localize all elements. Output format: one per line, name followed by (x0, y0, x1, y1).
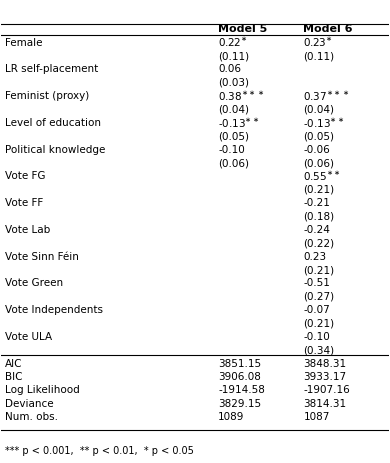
Text: (0.05): (0.05) (303, 131, 334, 141)
Text: (0.05): (0.05) (218, 131, 249, 141)
Text: (0.04): (0.04) (303, 104, 334, 114)
Text: -0.21: -0.21 (303, 198, 330, 208)
Text: Deviance: Deviance (5, 398, 54, 408)
Text: 0.22$^{\ast}$: 0.22$^{\ast}$ (218, 36, 248, 49)
Text: (0.06): (0.06) (218, 158, 249, 168)
Text: 3851.15: 3851.15 (218, 358, 261, 368)
Text: -0.10: -0.10 (303, 332, 330, 341)
Text: Model 5: Model 5 (218, 25, 268, 34)
Text: 0.23$^{\ast}$: 0.23$^{\ast}$ (303, 36, 333, 49)
Text: -0.10: -0.10 (218, 144, 245, 154)
Text: LR self-placement: LR self-placement (5, 64, 99, 75)
Text: (0.22): (0.22) (303, 238, 335, 248)
Text: -0.13$^{\ast\ast}$: -0.13$^{\ast\ast}$ (303, 116, 345, 129)
Text: (0.21): (0.21) (303, 264, 335, 275)
Text: -0.51: -0.51 (303, 278, 330, 288)
Text: 0.38$^{\ast\ast\ast}$: 0.38$^{\ast\ast\ast}$ (218, 89, 265, 103)
Text: Model 6: Model 6 (303, 25, 353, 34)
Text: *** p < 0.001,  ** p < 0.01,  * p < 0.05: *** p < 0.001, ** p < 0.01, * p < 0.05 (5, 445, 194, 455)
Text: (0.34): (0.34) (303, 344, 335, 355)
Text: 1087: 1087 (303, 411, 330, 421)
Text: 3829.15: 3829.15 (218, 398, 261, 408)
Text: -0.13$^{\ast\ast}$: -0.13$^{\ast\ast}$ (218, 116, 260, 129)
Text: -1914.58: -1914.58 (218, 385, 265, 394)
Text: (0.21): (0.21) (303, 318, 335, 328)
Text: (0.03): (0.03) (218, 78, 249, 88)
Text: (0.21): (0.21) (303, 184, 335, 194)
Text: 3933.17: 3933.17 (303, 371, 347, 382)
Text: Vote Green: Vote Green (5, 278, 64, 288)
Text: Vote ULA: Vote ULA (5, 332, 52, 341)
Text: 0.55$^{\ast\ast}$: 0.55$^{\ast\ast}$ (303, 169, 341, 182)
Text: BIC: BIC (5, 371, 23, 382)
Text: 3814.31: 3814.31 (303, 398, 347, 408)
Text: (0.11): (0.11) (303, 51, 335, 61)
Text: Level of education: Level of education (5, 118, 101, 128)
Text: (0.11): (0.11) (218, 51, 249, 61)
Text: -1907.16: -1907.16 (303, 385, 350, 394)
Text: Vote Sinn Féin: Vote Sinn Féin (5, 251, 79, 261)
Text: Political knowledge: Political knowledge (5, 144, 106, 154)
Text: Log Likelihood: Log Likelihood (5, 385, 80, 394)
Text: 1089: 1089 (218, 411, 245, 421)
Text: -0.07: -0.07 (303, 305, 330, 314)
Text: (0.18): (0.18) (303, 211, 335, 221)
Text: Num. obs.: Num. obs. (5, 411, 58, 421)
Text: (0.04): (0.04) (218, 104, 249, 114)
Text: Feminist (proxy): Feminist (proxy) (5, 91, 90, 101)
Text: 0.06: 0.06 (218, 64, 241, 75)
Text: Vote Lab: Vote Lab (5, 225, 51, 234)
Text: 3848.31: 3848.31 (303, 358, 347, 368)
Text: Female: Female (5, 38, 43, 48)
Text: 0.23: 0.23 (303, 251, 326, 261)
Text: -0.06: -0.06 (303, 144, 330, 154)
Text: AIC: AIC (5, 358, 23, 368)
Text: -0.24: -0.24 (303, 225, 330, 234)
Text: Vote FG: Vote FG (5, 171, 46, 181)
Text: Vote Independents: Vote Independents (5, 305, 103, 314)
Text: 3906.08: 3906.08 (218, 371, 261, 382)
Text: 0.37$^{\ast\ast\ast}$: 0.37$^{\ast\ast\ast}$ (303, 89, 350, 103)
Text: (0.06): (0.06) (303, 158, 334, 168)
Text: Vote FF: Vote FF (5, 198, 44, 208)
Text: (0.27): (0.27) (303, 291, 335, 301)
